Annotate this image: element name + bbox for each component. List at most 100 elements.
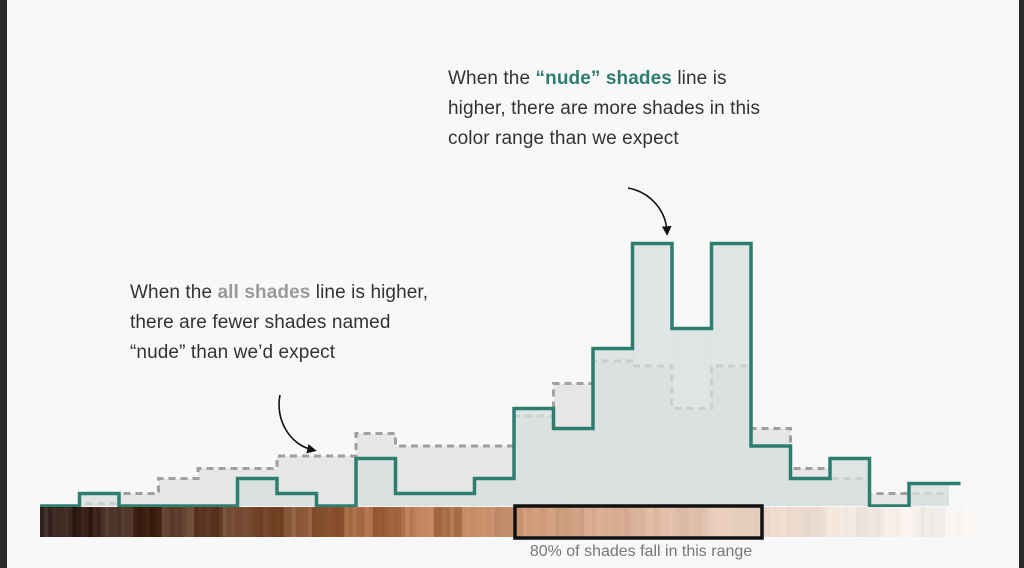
swatch-stripe	[790, 507, 796, 537]
swatch-stripe	[462, 507, 467, 537]
swatch-stripe	[916, 507, 922, 537]
swatch-stripe	[746, 507, 751, 537]
swatch-stripe	[721, 507, 727, 537]
swatch-stripe	[754, 507, 759, 537]
swatch-stripe	[96, 507, 102, 537]
swatch-stripe	[896, 507, 902, 537]
swatch-stripe	[437, 507, 443, 537]
swatch-stripe	[470, 507, 475, 537]
swatch-stripe	[121, 507, 126, 537]
swatch-stripe	[72, 507, 78, 537]
swatch-stripe	[957, 507, 962, 537]
swatch-stripe	[681, 507, 686, 537]
swatch-stripe	[567, 507, 573, 537]
swatch-stripe	[632, 507, 638, 537]
nude-shades-bar	[79, 493, 120, 506]
swatch-stripe	[807, 507, 812, 537]
swatch-stripe	[717, 507, 723, 537]
swatch-stripe	[961, 507, 966, 537]
swatch-stripe	[267, 507, 272, 537]
swatch-stripe	[924, 507, 930, 537]
swatch-stripe	[348, 507, 354, 537]
swatch-stripe	[299, 507, 305, 537]
swatch-stripe	[571, 507, 577, 537]
swatch-stripe	[234, 507, 240, 537]
swatch-stripe	[206, 507, 212, 537]
swatch-stripe	[76, 507, 82, 537]
swatch-stripe	[669, 507, 674, 537]
swatch-stripe	[44, 507, 49, 537]
swatch-stripe	[563, 507, 569, 537]
swatch-stripe	[685, 507, 690, 537]
swatch-stripe	[129, 507, 134, 537]
swatch-stripe	[332, 507, 337, 537]
swatch-stripe	[539, 507, 544, 537]
swatch-stripe	[604, 507, 609, 537]
swatch-stripe	[283, 507, 289, 537]
swatch-stripe	[161, 507, 167, 537]
swatch-stripe	[636, 507, 642, 537]
swatch-stripe	[441, 507, 447, 537]
swatch-stripe	[466, 507, 471, 537]
swatch-stripe	[315, 507, 321, 537]
swatch-stripe	[137, 507, 143, 537]
swatch-stripe	[486, 507, 492, 537]
swatch-stripe	[117, 507, 122, 537]
swatch-stripe	[880, 507, 885, 537]
swatch-stripe	[214, 507, 220, 537]
swatch-stripe	[360, 507, 366, 537]
swatch-stripe	[673, 507, 678, 537]
swatch-stripe	[68, 507, 74, 537]
swatch-stripe	[884, 507, 889, 537]
swatch-stripe	[591, 507, 597, 537]
swatch-stripe	[340, 507, 345, 537]
swatch-stripe	[502, 507, 508, 537]
swatch-stripe	[750, 507, 755, 537]
swatch-stripe	[904, 507, 910, 537]
swatch-stripe	[490, 507, 496, 537]
swatch-stripe	[417, 507, 423, 537]
swatch-stripe	[762, 507, 768, 537]
swatch-stripe	[847, 507, 853, 537]
swatch-stripe	[640, 507, 646, 537]
swatch-stripe	[287, 507, 293, 537]
swatch-stripe	[255, 507, 260, 537]
swatch-stripe	[246, 507, 252, 537]
swatch-stripe	[210, 507, 216, 537]
swatch-stripe	[344, 507, 350, 537]
swatch-stripe	[474, 507, 479, 537]
all-annotation-highlight: all shades	[217, 282, 311, 303]
swatch-stripe	[782, 507, 788, 537]
swatch-stripe	[56, 507, 61, 537]
swatch-stripe	[839, 507, 845, 537]
swatch-stripe	[324, 507, 329, 537]
swatch-stripe	[928, 507, 934, 537]
all-shades-bar	[869, 493, 910, 506]
swatch-stripe	[60, 507, 65, 537]
arrow-to-nude-peak	[627, 187, 672, 236]
swatch-stripe	[92, 507, 98, 537]
swatch-stripe	[413, 507, 419, 537]
all-shades-bar	[316, 456, 357, 506]
swatch-stripe	[587, 507, 593, 537]
all-annotation: When the all shades line is higher, ther…	[130, 278, 430, 368]
swatch-stripe	[263, 507, 268, 537]
swatch-stripe	[279, 507, 285, 537]
swatch-stripe	[173, 507, 179, 537]
swatch-stripe	[547, 507, 552, 537]
swatch-stripe	[40, 507, 45, 537]
swatch-stripe	[892, 507, 897, 537]
swatch-stripe	[949, 507, 954, 537]
swatch-stripe	[815, 507, 820, 537]
swatch-stripe	[677, 507, 682, 537]
swatch-stripe	[855, 507, 861, 537]
swatch-stripe	[729, 507, 735, 537]
swatch-stripe	[364, 507, 370, 537]
swatch-stripe	[238, 507, 244, 537]
nude-annotation-prefix: When the	[448, 68, 536, 89]
swatch-stripe	[397, 507, 402, 537]
swatch-stripe	[689, 507, 695, 537]
swatch-stripe	[169, 507, 175, 537]
